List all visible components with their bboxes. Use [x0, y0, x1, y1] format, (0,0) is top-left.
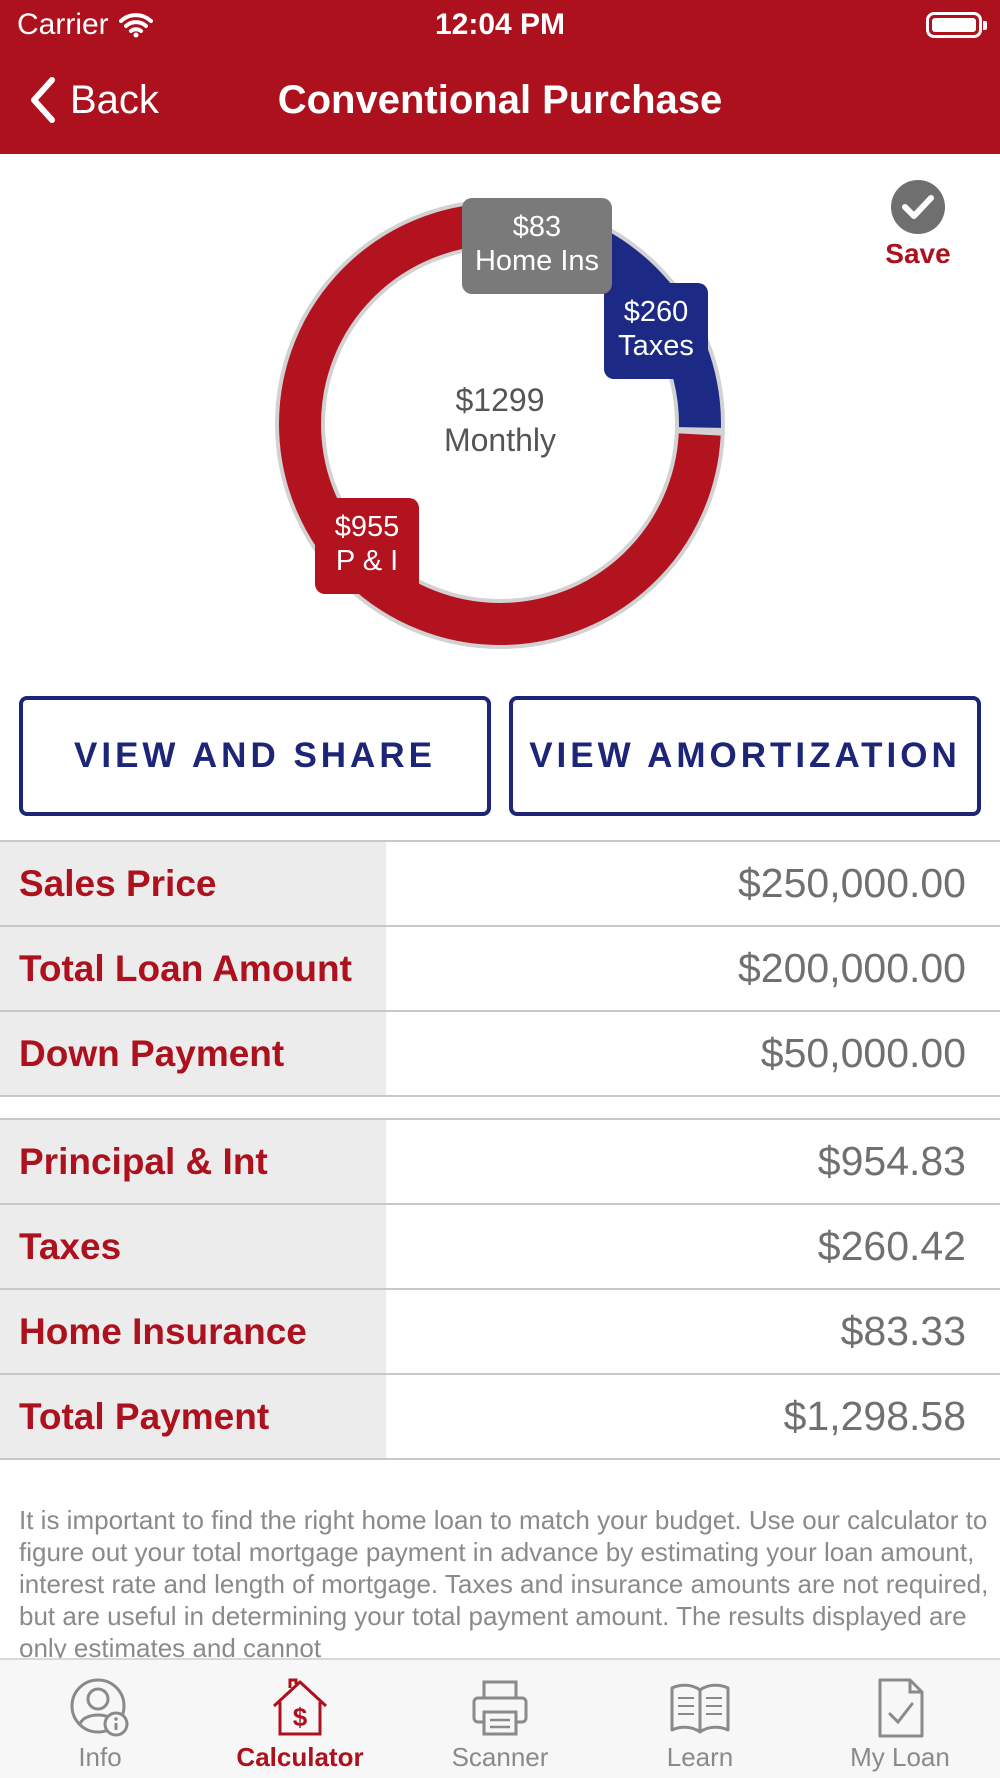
- tab-info[interactable]: Info: [0, 1660, 200, 1778]
- tab-learn[interactable]: Learn: [600, 1660, 800, 1778]
- user-info-icon: [70, 1678, 129, 1737]
- slice-label-taxes[interactable]: $260 Taxes: [604, 283, 708, 379]
- tab-label: Scanner: [451, 1742, 549, 1772]
- slice-label-taxes-name: Taxes: [618, 330, 694, 362]
- center-value: $1299: [455, 382, 545, 418]
- payment-breakdown-table: Principal & Int $954.83 Taxes $260.42 Ho…: [0, 1118, 1000, 1460]
- table-row-down-payment[interactable]: Down Payment $50,000.00: [0, 1012, 1000, 1097]
- tab-calculator[interactable]: $ Calculator: [200, 1660, 400, 1778]
- slice-label-pi[interactable]: $955 P & I: [315, 498, 419, 594]
- row-value: $1,298.58: [783, 1393, 966, 1439]
- slice-label-home-ins-name: Home Ins: [474, 245, 600, 277]
- slice-label-home-ins-value: $83: [512, 211, 562, 243]
- carrier-label: Carrier: [17, 8, 109, 41]
- payment-donut-chart: $1299 Monthly $955 P & I $260 Taxes $83 …: [0, 154, 1000, 674]
- row-label: Home Insurance: [0, 1290, 386, 1373]
- back-label: Back: [70, 77, 159, 122]
- slice-label-taxes-value: $260: [623, 296, 689, 328]
- row-value: $250,000.00: [737, 860, 966, 906]
- save-button[interactable]: Save: [880, 180, 956, 270]
- row-label: Total Loan Amount: [0, 927, 386, 1010]
- tab-my-loan[interactable]: My Loan: [800, 1660, 1000, 1778]
- tab-label: My Loan: [850, 1742, 950, 1772]
- tab-label: Learn: [666, 1742, 734, 1772]
- table-row-total-payment[interactable]: Total Payment $1,298.58: [0, 1375, 1000, 1460]
- row-value: $954.83: [817, 1138, 966, 1184]
- slice-label-pi-name: P & I: [335, 545, 399, 577]
- nav-header: Carrier 12:04 PM Back Conventional Purch…: [0, 0, 1000, 154]
- row-label: Taxes: [0, 1205, 386, 1288]
- row-label: Down Payment: [0, 1012, 386, 1095]
- chevron-left-icon: [31, 77, 55, 123]
- svg-text:$: $: [293, 1702, 308, 1732]
- row-label: Total Payment: [0, 1375, 386, 1458]
- tab-bar: Info $ Calculator Scanner Learn: [0, 1658, 1000, 1778]
- status-time: 12:04 PM: [434, 8, 566, 41]
- save-label: Save: [885, 238, 951, 269]
- tab-scanner[interactable]: Scanner: [400, 1660, 600, 1778]
- table-row-sales-price[interactable]: Sales Price $250,000.00: [0, 842, 1000, 927]
- house-dollar-icon: $: [272, 1678, 328, 1736]
- row-value: $200,000.00: [737, 945, 966, 991]
- table-row-home-insurance[interactable]: Home Insurance $83.33: [0, 1290, 1000, 1375]
- row-value: $83.33: [840, 1308, 966, 1354]
- view-and-share-button[interactable]: VIEW AND SHARE: [19, 696, 491, 816]
- printer-icon: [472, 1680, 528, 1736]
- loan-summary-table: Sales Price $250,000.00 Total Loan Amoun…: [0, 840, 1000, 1097]
- wifi-icon: [118, 13, 153, 38]
- page-title: Conventional Purchase: [277, 78, 723, 122]
- row-label: Sales Price: [0, 842, 386, 925]
- tab-label: Calculator: [236, 1742, 364, 1772]
- center-caption: Monthly: [443, 422, 557, 458]
- back-button[interactable]: Back: [28, 76, 159, 124]
- document-check-icon: [878, 1678, 924, 1738]
- slice-label-pi-value: $955: [334, 511, 400, 543]
- table-row-taxes[interactable]: Taxes $260.42: [0, 1205, 1000, 1290]
- table-row-total-loan-amount[interactable]: Total Loan Amount $200,000.00: [0, 927, 1000, 1012]
- open-book-icon: [670, 1683, 730, 1734]
- disclaimer-text: It is important to find the right home l…: [19, 1505, 989, 1658]
- row-value: $50,000.00: [760, 1030, 966, 1076]
- row-value: $260.42: [817, 1223, 966, 1269]
- status-carrier-group: Carrier: [17, 8, 153, 42]
- table-row-principal-int[interactable]: Principal & Int $954.83: [0, 1120, 1000, 1205]
- view-amortization-button[interactable]: VIEW AMORTIZATION: [509, 696, 981, 816]
- slice-label-home-ins[interactable]: $83 Home Ins: [462, 198, 612, 294]
- tab-label: Info: [78, 1742, 122, 1772]
- row-label: Principal & Int: [0, 1120, 386, 1203]
- checkmark-icon: [891, 180, 945, 234]
- battery-icon: [926, 12, 987, 38]
